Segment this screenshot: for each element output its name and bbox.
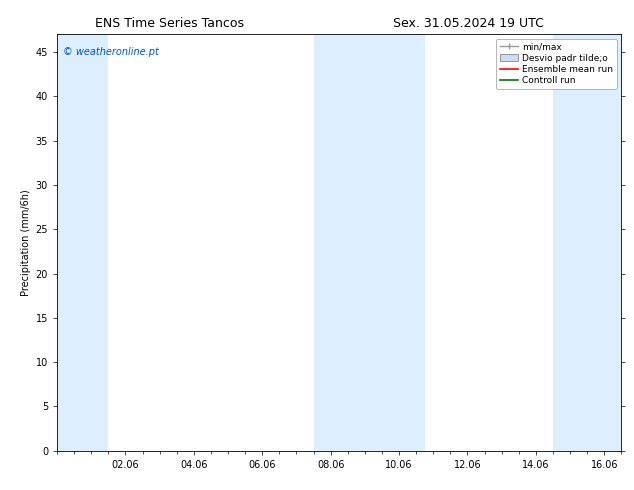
- Y-axis label: Precipitation (mm/6h): Precipitation (mm/6h): [22, 189, 31, 296]
- Text: © weatheronline.pt: © weatheronline.pt: [63, 47, 158, 57]
- Bar: [365, 34, 425, 451]
- Text: Sex. 31.05.2024 19 UTC: Sex. 31.05.2024 19 UTC: [393, 17, 544, 30]
- Bar: [57, 34, 108, 451]
- Bar: [553, 34, 621, 451]
- Bar: [314, 34, 365, 451]
- Text: ENS Time Series Tancos: ENS Time Series Tancos: [95, 17, 244, 30]
- Legend: min/max, Desvio padr tilde;o, Ensemble mean run, Controll run: min/max, Desvio padr tilde;o, Ensemble m…: [496, 39, 617, 89]
